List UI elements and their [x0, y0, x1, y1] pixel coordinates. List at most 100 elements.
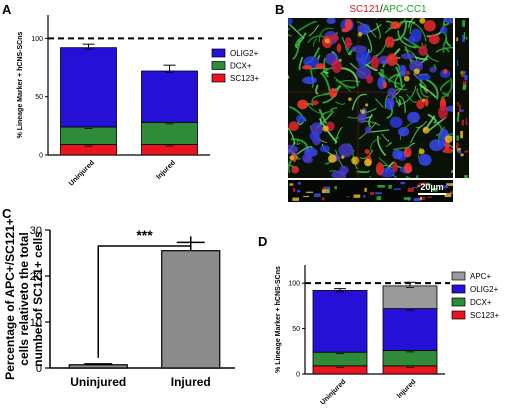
chart-d-bar-uninjured-olig2	[312, 290, 368, 353]
micrograph-nucleus	[295, 114, 306, 123]
micrograph-fiber	[385, 142, 393, 148]
micrograph-colocalization	[364, 158, 372, 167]
micrograph-nucleus	[418, 153, 432, 166]
micrograph-nucleus	[357, 23, 371, 35]
micrograph-bottom-mark	[370, 191, 374, 195]
chart-a-bar-injured-olig2	[141, 70, 198, 123]
chart-d-bar-uninjured-dcx	[312, 351, 368, 367]
micrograph-fiber	[333, 136, 340, 140]
micrograph-side-mark	[457, 111, 460, 117]
micrograph-side-mark	[457, 59, 459, 66]
micrograph-bottom-mark	[326, 190, 330, 193]
panel-letter-b: B	[275, 2, 284, 17]
chart-a-bar-uninjured-dcx	[60, 126, 117, 145]
micrograph-bottom-mark	[420, 182, 429, 184]
chart-a: 0 50 100 % Lineage Marker + hCNS-SCns Uninju…	[17, 15, 262, 188]
micrograph-cell	[315, 63, 326, 70]
chart-c-bar-injured	[161, 250, 221, 369]
micrograph-cell	[423, 20, 436, 32]
micrograph-nucleus	[364, 126, 372, 134]
micrograph-fiber	[417, 147, 421, 159]
micrograph-bottom-mark	[322, 187, 327, 191]
micrograph-side-mark	[462, 84, 466, 90]
micrograph-fiber	[294, 36, 302, 49]
chart-a-y-tick-label: 0	[39, 153, 43, 160]
micrograph-nucleus	[331, 170, 347, 178]
chart-c-bar-uninjured	[68, 364, 128, 369]
micrograph-colocalization	[444, 135, 453, 143]
micrograph-fiber	[391, 84, 406, 100]
micrograph-fiber	[378, 71, 385, 79]
micrograph-cell	[336, 43, 342, 53]
micrograph-fiber	[408, 18, 415, 28]
micrograph-cell	[438, 105, 448, 120]
micrograph-fiber	[421, 42, 439, 63]
micrograph-fiber	[366, 33, 372, 54]
chart-d-legend-swatch-apc	[451, 271, 466, 281]
micrograph-nucleus	[319, 145, 331, 153]
micrograph-cell	[405, 70, 411, 75]
chart-c-y-tick-label: 30	[30, 225, 42, 237]
micrograph-fiber	[442, 46, 450, 53]
micrograph-cell	[302, 65, 312, 70]
micrograph-colocalization	[360, 109, 366, 114]
chart-d-bar-injured-dcx	[382, 349, 438, 367]
micrograph-bottom-mark	[419, 196, 426, 200]
micrograph-side-mark	[459, 109, 464, 112]
micrograph-fiber	[288, 157, 301, 174]
micrograph-bottom-mark	[321, 189, 330, 194]
micrograph-side-mark	[457, 102, 459, 106]
chart-d-category-label-uninjured: Uninjured	[319, 378, 347, 406]
micrograph-cell	[370, 55, 380, 70]
scale-bar-label: 20µm	[420, 182, 443, 192]
micrograph-side-mark	[459, 104, 461, 113]
micrograph-bottom-mark	[444, 193, 452, 198]
micrograph-bottom-mark	[363, 195, 366, 198]
micrograph-bottom-mark	[293, 188, 296, 192]
micrograph-fiber	[323, 57, 330, 78]
micrograph-fiber	[312, 37, 318, 47]
micrograph-bottom-mark	[419, 183, 422, 187]
micrograph-nucleus	[302, 76, 317, 85]
panel-b-title-green: APC-CC1	[383, 4, 427, 15]
micrograph-cell	[331, 59, 342, 74]
panel-letter-a: A	[2, 2, 12, 17]
micrograph-bottom-projection	[288, 180, 453, 202]
micrograph-nucleus	[399, 64, 407, 77]
micrograph-cell	[375, 162, 385, 176]
micrograph-fiber	[412, 73, 427, 88]
micrograph-cell	[424, 98, 429, 107]
micrograph-nucleus	[397, 127, 410, 137]
micrograph-side-mark	[456, 135, 459, 141]
micrograph-cell	[416, 99, 425, 110]
micrograph-fiber	[369, 129, 390, 133]
micrograph-fiber	[318, 108, 328, 125]
micrograph-side-mark	[464, 74, 468, 81]
micrograph-bottom-mark	[419, 196, 422, 201]
micrograph-side-mark	[462, 35, 465, 42]
micrograph-colocalization	[328, 154, 337, 163]
micrograph-colocalization	[322, 125, 329, 132]
micrograph-fiber	[320, 72, 331, 92]
micrograph-fiber	[439, 79, 450, 91]
micrograph-nucleus	[389, 116, 403, 128]
chart-a-y-axis-label: % Lineage Marker + hCNS-SCns	[17, 32, 24, 139]
micrograph-bottom-mark	[292, 197, 300, 201]
chart-a-legend-label-olig2: OLIG2+	[230, 49, 259, 58]
micrograph-bottom-mark	[424, 183, 432, 186]
micrograph-cell	[329, 88, 338, 98]
micrograph-cell	[344, 37, 352, 49]
micrograph-nucleus	[338, 143, 354, 158]
micrograph-fiber	[335, 78, 356, 89]
micrograph-nucleus	[303, 56, 320, 68]
chart-d-y-tick-label: 0	[296, 372, 300, 379]
chart-c-significance-label: ***	[136, 227, 153, 243]
micrograph-nucleus	[429, 66, 437, 73]
micrograph-side-mark	[460, 71, 464, 75]
micrograph-colocalization	[324, 38, 330, 44]
micrograph-bottom-mark	[376, 196, 382, 201]
micrograph-bottom-mark	[433, 187, 438, 192]
micrograph-fiber	[376, 135, 387, 157]
micrograph-cell	[366, 74, 374, 84]
micrograph-bottom-mark	[413, 197, 421, 202]
